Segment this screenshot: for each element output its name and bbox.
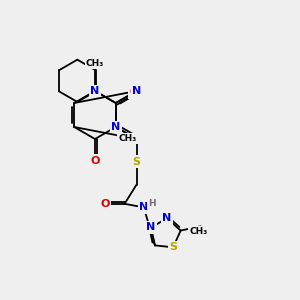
Text: O: O — [90, 156, 100, 166]
Text: CH₃: CH₃ — [118, 134, 137, 143]
Text: N: N — [132, 86, 141, 96]
Text: N: N — [111, 122, 120, 132]
Text: N: N — [146, 223, 156, 232]
Text: CH₃: CH₃ — [86, 59, 104, 68]
Text: O: O — [101, 199, 110, 209]
Text: H: H — [148, 199, 156, 208]
Text: O: O — [130, 87, 139, 97]
Text: N: N — [90, 86, 100, 96]
Text: N: N — [111, 122, 120, 132]
Text: CH₃: CH₃ — [190, 227, 208, 236]
Text: S: S — [169, 242, 177, 252]
Text: S: S — [133, 157, 141, 167]
Text: N: N — [162, 213, 172, 223]
Text: N: N — [139, 202, 148, 212]
